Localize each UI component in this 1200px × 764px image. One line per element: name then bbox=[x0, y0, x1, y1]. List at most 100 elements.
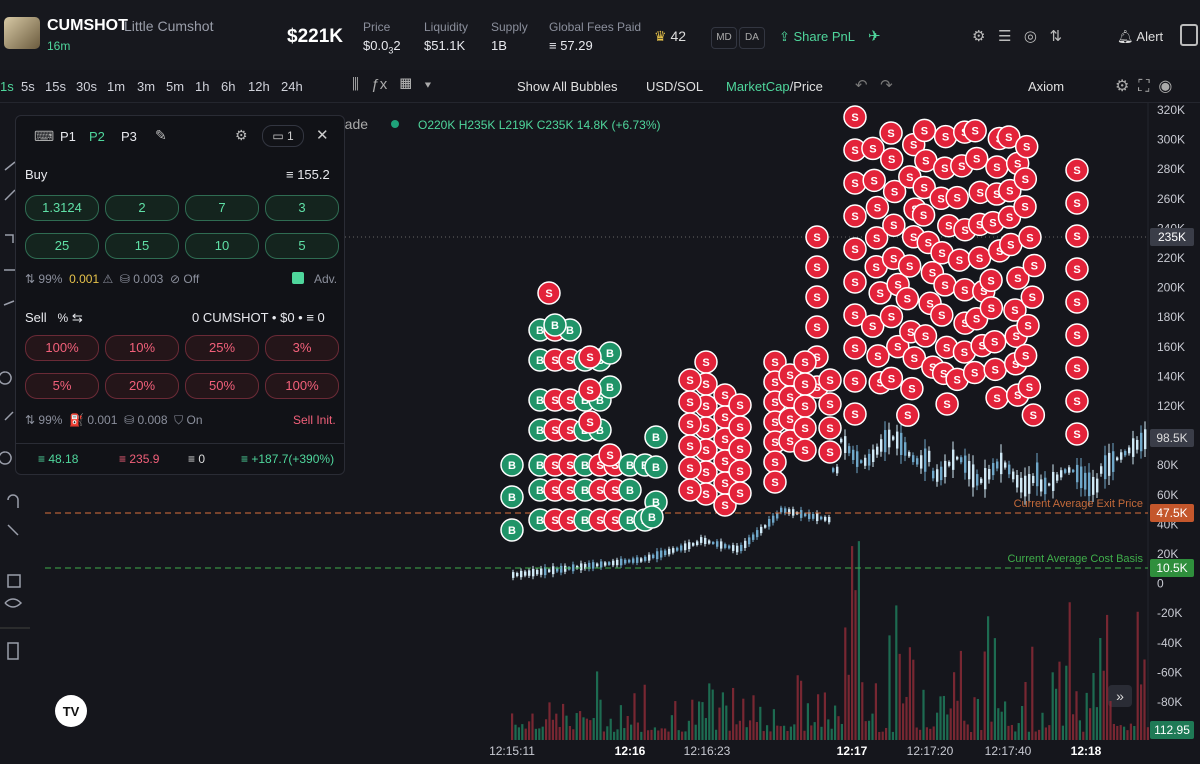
amount-button[interactable]: 25% bbox=[185, 335, 259, 361]
interval[interactable]: 5m bbox=[166, 79, 185, 94]
mode-toggle[interactable]: MarketCap/Price bbox=[726, 79, 823, 94]
undo-redo[interactable]: ↶ ↷ bbox=[855, 77, 893, 94]
bribe: 0.003 bbox=[133, 272, 164, 286]
adv-checkbox[interactable] bbox=[292, 272, 304, 284]
volume-bar bbox=[776, 725, 779, 740]
currency-toggle[interactable]: USD/SOL bbox=[646, 79, 704, 94]
badge[interactable]: DA bbox=[739, 27, 765, 49]
holders[interactable]: ♛ 42 bbox=[654, 28, 687, 44]
amount-button[interactable]: 10 bbox=[185, 233, 259, 259]
interval[interactable]: 1h bbox=[195, 79, 210, 94]
sell-bubble: S bbox=[1013, 194, 1037, 219]
bubble-label: S bbox=[1030, 410, 1037, 422]
volume-bar bbox=[837, 716, 840, 740]
amount-button[interactable]: 50% bbox=[185, 373, 259, 399]
amount-button[interactable]: 2 bbox=[105, 195, 179, 221]
sell-bubble: S bbox=[1022, 253, 1047, 278]
amount-button[interactable]: 1.3124 bbox=[25, 195, 99, 221]
buy-settings[interactable]: ⇅ 99% 0.001 ⚠ ⛁ 0.003 ⊘ Off bbox=[25, 272, 200, 286]
candle-body bbox=[648, 554, 651, 561]
toolbar-icons[interactable]: ⫼ ƒx ▦ ▾ bbox=[352, 76, 432, 93]
sell-init[interactable]: Sell Init. bbox=[293, 413, 336, 427]
token-name[interactable]: Little Cumshot bbox=[124, 18, 214, 34]
volume-bar bbox=[871, 713, 874, 740]
amount-button[interactable]: 7 bbox=[185, 195, 259, 221]
interval[interactable]: 5s bbox=[21, 79, 35, 94]
provider[interactable]: Axiom bbox=[1028, 79, 1065, 94]
interval[interactable]: 24h bbox=[281, 79, 303, 94]
preset-tab[interactable]: P2 bbox=[89, 129, 105, 144]
alert[interactable]: 🔔︎ Alert bbox=[1117, 29, 1164, 44]
buy-balance: ≡ 155.2 bbox=[286, 167, 330, 182]
candle-body bbox=[1116, 457, 1119, 461]
interval[interactable]: 3m bbox=[137, 79, 156, 94]
volume-bar bbox=[769, 731, 772, 740]
keyboard-icon[interactable]: ⌨ bbox=[34, 128, 55, 144]
candle-body bbox=[1024, 475, 1027, 497]
amount-button[interactable]: 5% bbox=[25, 373, 99, 399]
sell-pct[interactable]: % bbox=[57, 311, 69, 325]
bubble-label: S bbox=[976, 187, 983, 199]
volume-bar bbox=[579, 711, 582, 740]
bubble-label: S bbox=[869, 143, 876, 155]
interval[interactable]: 15s bbox=[45, 79, 66, 94]
amount-button[interactable]: 5 bbox=[265, 233, 339, 259]
amount-button[interactable]: 10% bbox=[105, 335, 179, 361]
candle-body bbox=[624, 559, 627, 564]
tool-icon[interactable] bbox=[0, 161, 23, 660]
amount-button[interactable]: 100% bbox=[265, 373, 339, 399]
amount-button[interactable]: 3% bbox=[265, 335, 339, 361]
preset-tab[interactable]: P3 bbox=[121, 129, 137, 144]
close[interactable]: ✕ bbox=[316, 127, 329, 144]
window-icon[interactable] bbox=[1180, 24, 1198, 46]
candle-body bbox=[812, 513, 815, 519]
amount-button[interactable]: 3 bbox=[265, 195, 339, 221]
bubble-label: S bbox=[566, 515, 573, 527]
pin[interactable]: ✈ bbox=[868, 28, 881, 45]
bubble bbox=[618, 478, 642, 502]
settings-icon[interactable]: ⚙ bbox=[235, 127, 248, 143]
badge[interactable]: MD bbox=[711, 27, 737, 49]
amount-button[interactable]: 25 bbox=[25, 233, 99, 259]
candle-body bbox=[992, 463, 995, 476]
sell-bubble: S bbox=[678, 456, 702, 480]
bubble-label: S bbox=[907, 327, 914, 339]
candle-body bbox=[1060, 470, 1063, 478]
share-pnl[interactable]: ⇪ Share PnL bbox=[779, 29, 855, 44]
bubble bbox=[843, 369, 867, 393]
interval[interactable]: 1s bbox=[0, 79, 14, 94]
preset-tab[interactable]: P1 bbox=[60, 129, 76, 144]
scroll-button[interactable] bbox=[1108, 685, 1132, 707]
interval[interactable]: 6h bbox=[221, 79, 236, 94]
volume-bar bbox=[562, 703, 565, 740]
interval[interactable]: 1m bbox=[107, 79, 126, 94]
bubbles-toggle[interactable]: Show All Bubbles bbox=[517, 79, 618, 94]
sell-bubble: S bbox=[1065, 158, 1089, 182]
edit-icon[interactable]: ✎ bbox=[155, 127, 167, 143]
candle-body bbox=[748, 537, 751, 545]
bubble-label: S bbox=[786, 392, 793, 404]
sell-bubble: S bbox=[1017, 375, 1042, 399]
wallets[interactable]: ▭ 1 bbox=[262, 125, 304, 147]
bubble bbox=[500, 518, 524, 542]
bubble-label: S bbox=[851, 376, 858, 388]
bubble-label: S bbox=[736, 400, 743, 412]
sell-settings[interactable]: ⇅ 99% ⛽ 0.001 ⛁ 0.008 ⛉ On bbox=[25, 413, 203, 427]
bubble-label: B bbox=[606, 348, 614, 360]
bubble bbox=[979, 268, 1003, 293]
interval[interactable]: 12h bbox=[248, 79, 270, 94]
bubble-label: S bbox=[1073, 396, 1080, 408]
bubble-label: B bbox=[536, 515, 544, 527]
sell-bubble: S bbox=[902, 346, 927, 370]
amount-button[interactable]: 20% bbox=[105, 373, 179, 399]
interval[interactable]: 30s bbox=[76, 79, 97, 94]
sell-bubble: S bbox=[805, 285, 829, 309]
bubble-label: S bbox=[991, 337, 998, 349]
icon-buttons[interactable]: ⚙ ☰ ◎ ⇅ bbox=[972, 28, 1063, 45]
bubble bbox=[864, 226, 889, 250]
mev: On bbox=[186, 413, 203, 427]
amount-button[interactable]: 15 bbox=[105, 233, 179, 259]
toolbar-right-icons[interactable]: ⚙ ⛶ ◉ bbox=[1115, 78, 1173, 95]
amount-button[interactable]: 100% bbox=[25, 335, 99, 361]
bubble bbox=[1065, 290, 1089, 314]
